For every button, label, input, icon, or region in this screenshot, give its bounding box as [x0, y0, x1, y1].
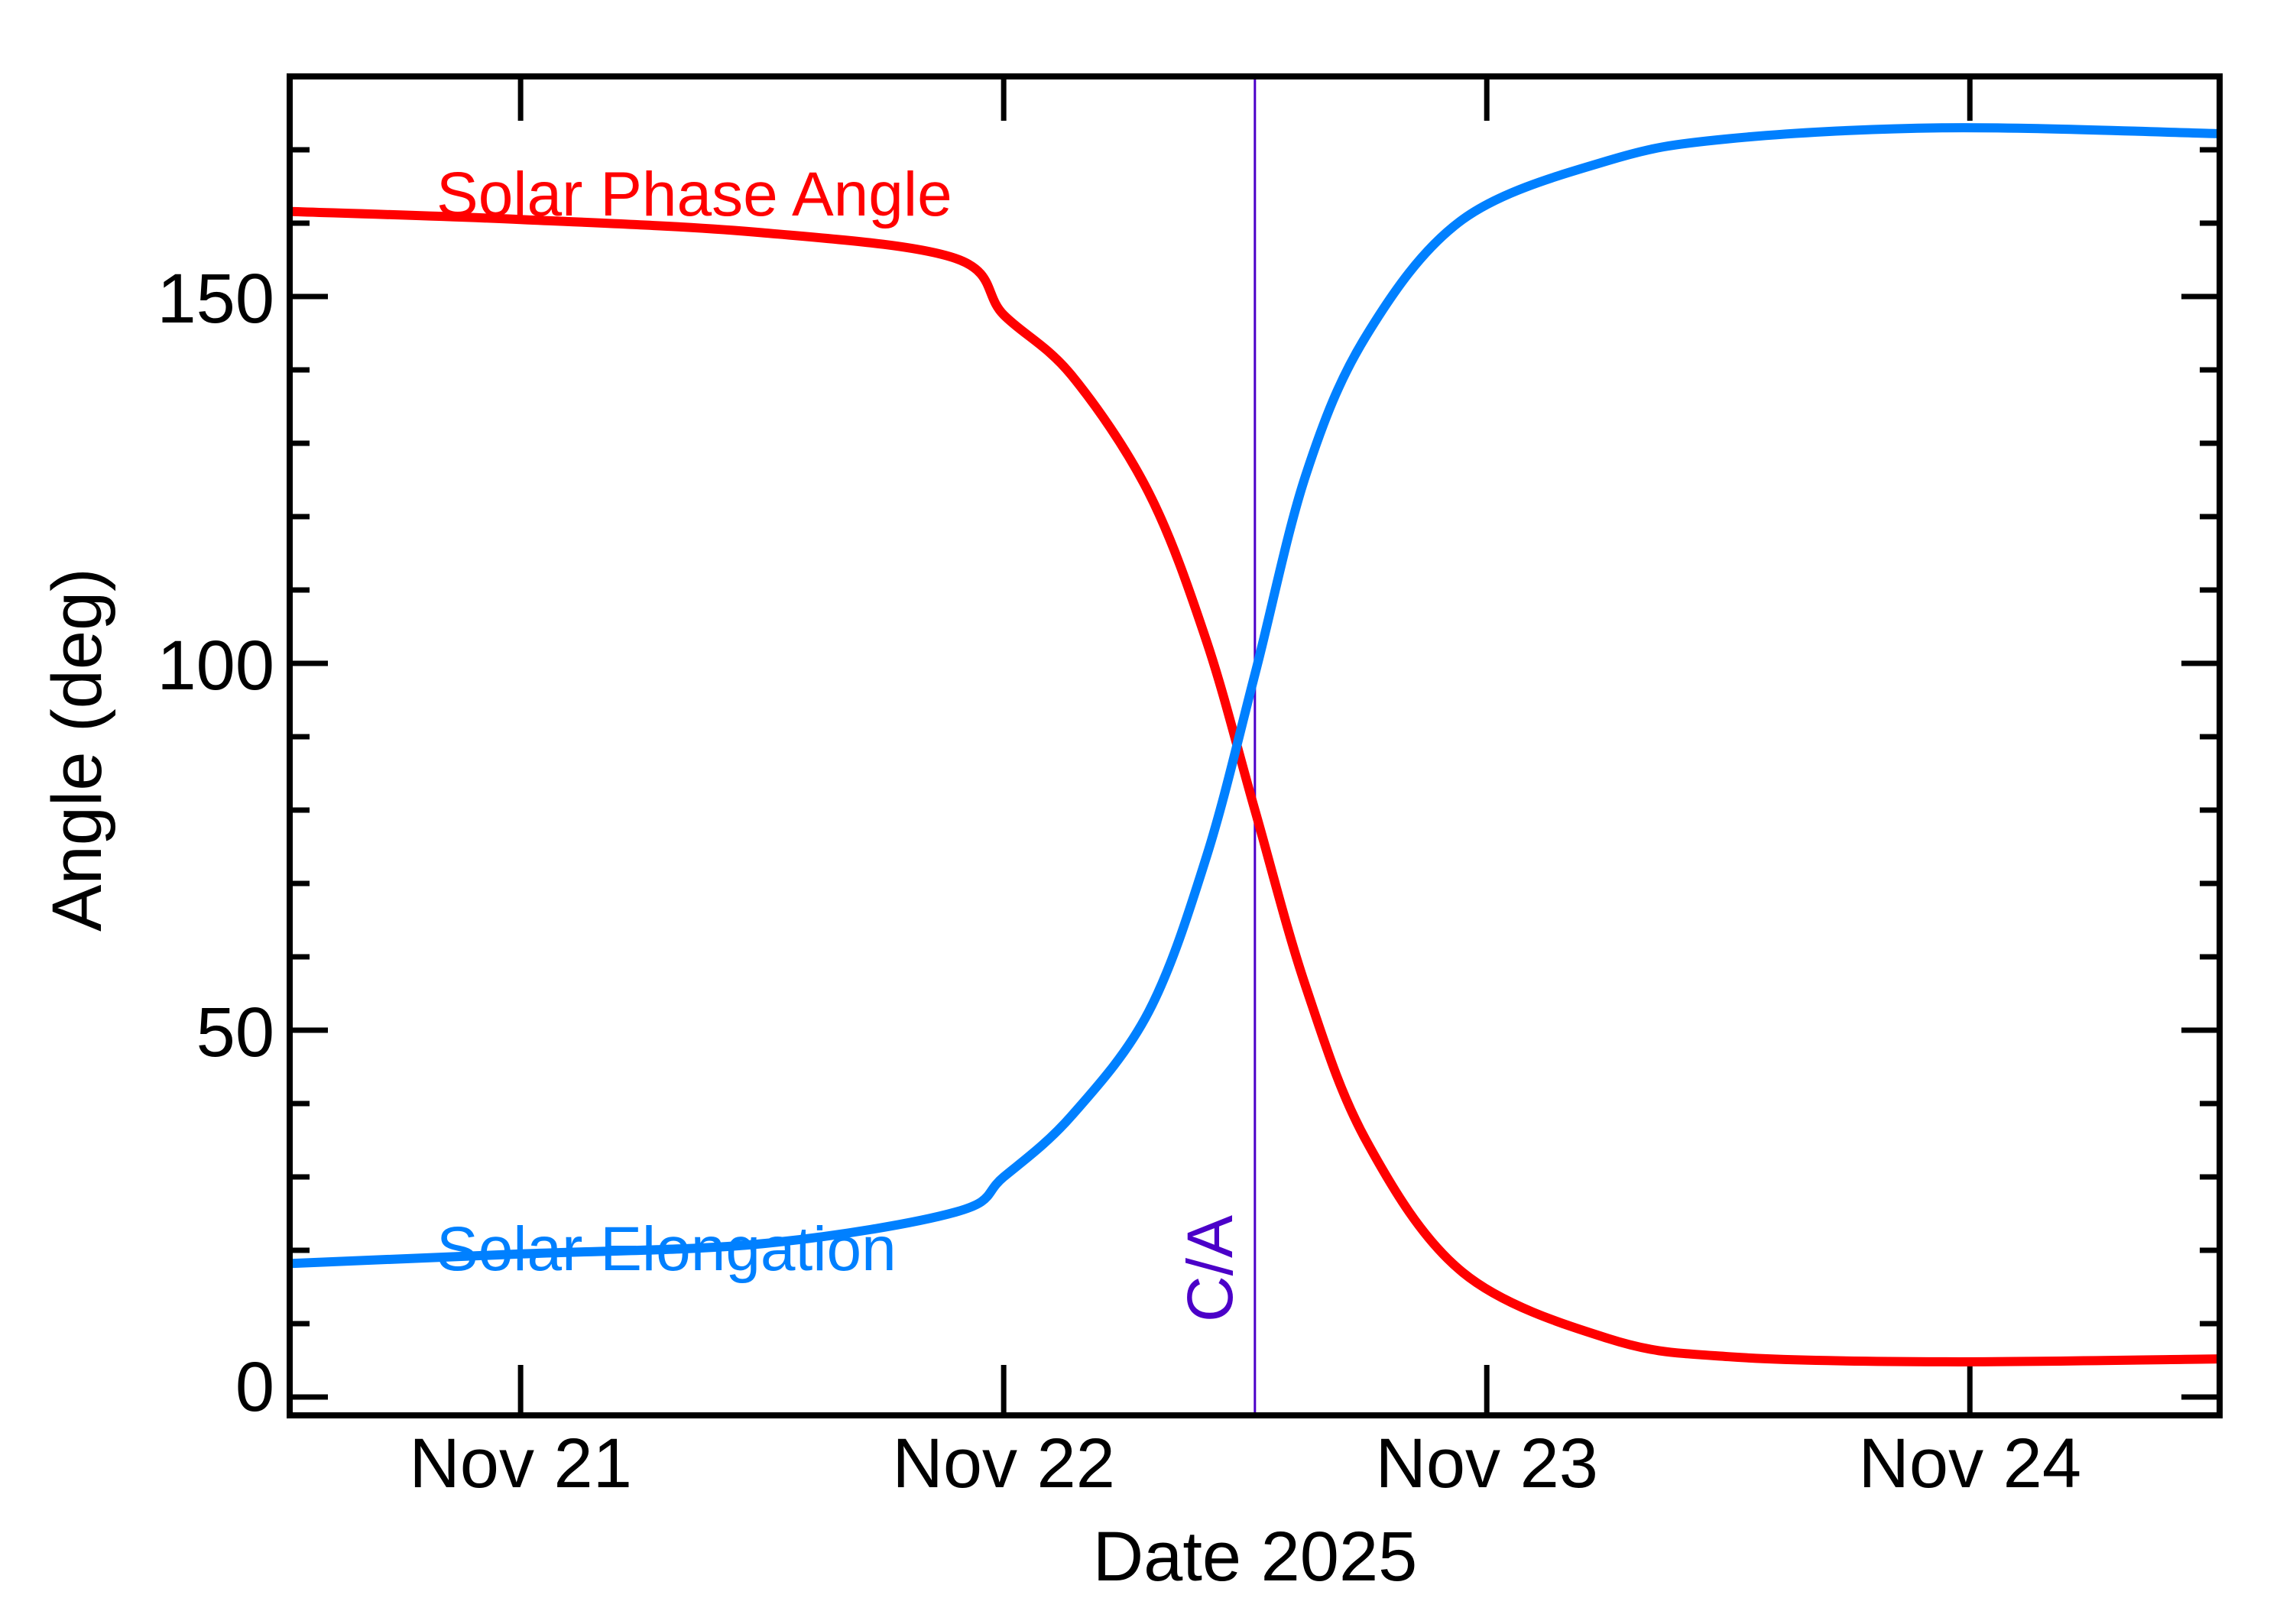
x-tick-label: Nov 24: [1858, 1425, 2081, 1502]
series-lines: [289, 76, 2220, 1415]
closest-approach-label: C/A: [1174, 1215, 1246, 1322]
plot-frame: [287, 73, 2223, 1418]
y-tick-label: 150: [157, 260, 275, 338]
y-tick-label: 100: [157, 627, 275, 705]
y-axis-title: Angle (deg): [38, 568, 116, 932]
x-tick-label: Nov 21: [409, 1425, 632, 1502]
tick-labels: 0 50 100 150 Nov 21 Nov 22 Nov 23 Nov 24: [157, 260, 2081, 1502]
solar-elongation-label: Solar Elongation: [436, 1214, 897, 1284]
solar-phase-angle-label: Solar Phase Angle: [436, 160, 952, 229]
y-tick-label: 50: [196, 994, 274, 1071]
x-axis-title: Date 2025: [1093, 1518, 1418, 1596]
solar-elongation-line: [289, 123, 2220, 1269]
x-tick-label: Nov 23: [1375, 1425, 1598, 1502]
x-tick-label: Nov 22: [892, 1425, 1115, 1502]
y-tick-label: 0: [235, 1348, 274, 1426]
